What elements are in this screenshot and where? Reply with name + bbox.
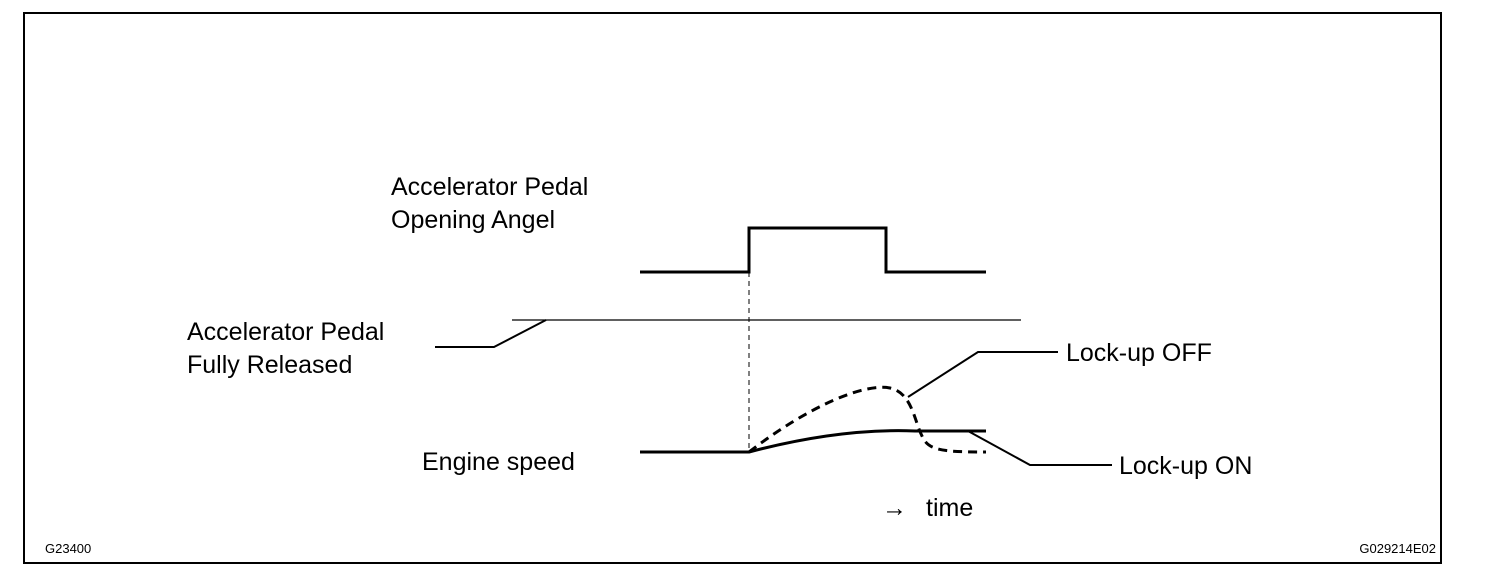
lockup-off-leader [907,351,1058,398]
pedal-released-label-line2: Fully Released [187,351,352,379]
pedal-opening-signal [640,226,986,274]
figure-code-left: G23400 [45,541,91,556]
pedal-opening-label-line1: Accelerator Pedal [391,173,588,201]
figure-code-right: G029214E02 [1359,541,1436,556]
engine-speed-lockup-on-curve [640,429,986,454]
engine-speed-lockup-off-curve [748,385,987,454]
pedal-released-leader [435,319,547,348]
figure-frame [23,12,1442,564]
pedal-released-label-line1: Accelerator Pedal [187,318,384,346]
lockup-on-leader [967,430,1112,466]
lockup-off-label: Lock-up OFF [1066,339,1212,367]
lockup-on-label: Lock-up ON [1119,452,1252,480]
engine-speed-label: Engine speed [422,448,575,476]
time-arrow-icon: → [882,494,907,522]
time-axis-label: time [926,494,973,522]
pedal-opening-label-line2: Opening Angel [391,206,555,234]
